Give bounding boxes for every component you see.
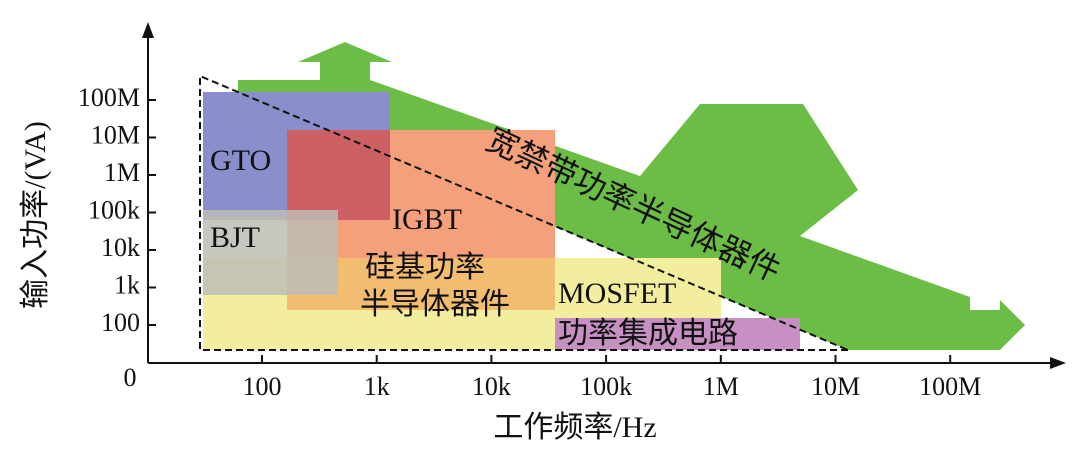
x-tick-label: 10M <box>811 372 860 401</box>
gto-label: GTO <box>210 144 271 177</box>
origin: 0 <box>124 363 137 392</box>
x-tick-label: 1k <box>364 372 390 401</box>
y-tick-label: 100M <box>78 83 140 112</box>
mosfet-label: MOSFET <box>558 277 676 310</box>
y-tick-label: 100 <box>101 308 140 337</box>
x-tick-label: 100M <box>919 372 981 401</box>
x-tick-label: 100k <box>580 372 632 401</box>
y-arrow <box>142 22 154 38</box>
y-axis-label: 输入功率/(VA) <box>19 121 52 309</box>
x-axis-label: 工作频率/Hz <box>493 411 656 444</box>
x-tick-label: 1M <box>703 372 739 401</box>
y-tick-label: 10k <box>101 233 140 262</box>
y-tick-label: 10M <box>91 120 140 149</box>
boundary <box>199 74 849 351</box>
bjt-region <box>203 210 338 295</box>
gto-igbt-overlap <box>287 130 390 220</box>
silicon-label: 半导体器件 <box>360 288 510 321</box>
x-arrow <box>1050 357 1066 369</box>
y-tick-label: 1M <box>104 158 140 187</box>
silicon-label: 硅基功率 <box>365 251 485 284</box>
y-tick-label: 1k <box>114 270 140 299</box>
wide-bandgap-arrow <box>238 42 1025 350</box>
x-tick-label: 10k <box>472 372 511 401</box>
y-tick-label: 100k <box>88 195 140 224</box>
x-tick-label: 100 <box>243 372 282 401</box>
pic-label: 功率集成电路 <box>558 317 738 350</box>
pic-region <box>555 318 800 350</box>
igbt-label: IGBT <box>392 203 462 236</box>
bjt-label: BJT <box>210 221 260 254</box>
